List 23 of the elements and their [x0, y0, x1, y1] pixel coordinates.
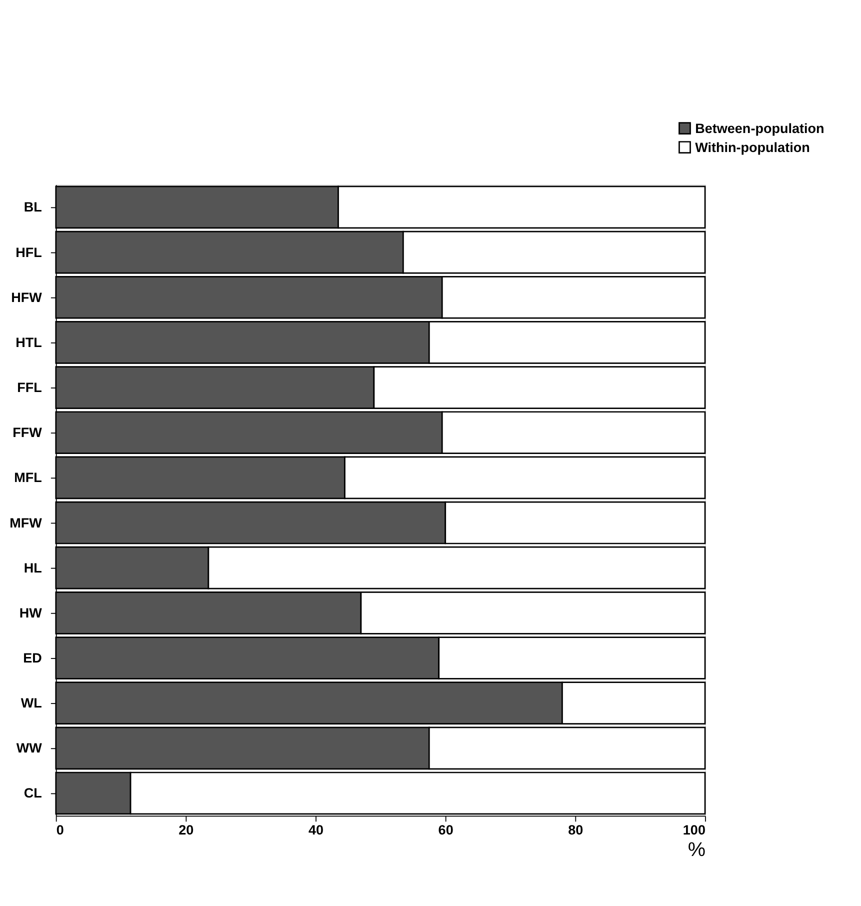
y-tick-label: ED	[23, 650, 42, 666]
x-tick-label: 40	[308, 822, 324, 838]
y-tick-label: HFL	[16, 244, 42, 260]
y-tick-label: HL	[24, 560, 42, 576]
y-tick-label: HFW	[11, 290, 42, 305]
x-tick-label: 100	[682, 822, 706, 838]
y-tick-label: WW	[16, 740, 42, 756]
y-tick-label: CL	[24, 786, 42, 801]
x-tick-label: 0	[56, 822, 64, 838]
y-tick-label: FFL	[17, 380, 42, 396]
y-tick-label: BL	[24, 200, 42, 215]
y-tick-label: HW	[19, 605, 42, 620]
x-axis-title: %	[688, 838, 706, 861]
y-tick-label: WL	[20, 696, 42, 711]
y-tick-label: MFL	[14, 470, 42, 486]
y-tick-label: FFW	[12, 425, 42, 440]
x-tick-label: 20	[178, 822, 194, 838]
y-tick-label: MFW	[10, 515, 42, 530]
y-tick-label: HTL	[16, 334, 42, 350]
legend-label: Between-population	[695, 120, 824, 136]
legend-label: Within-population	[695, 140, 810, 155]
x-tick-label: 60	[438, 822, 454, 838]
x-tick-label: 80	[568, 822, 584, 838]
